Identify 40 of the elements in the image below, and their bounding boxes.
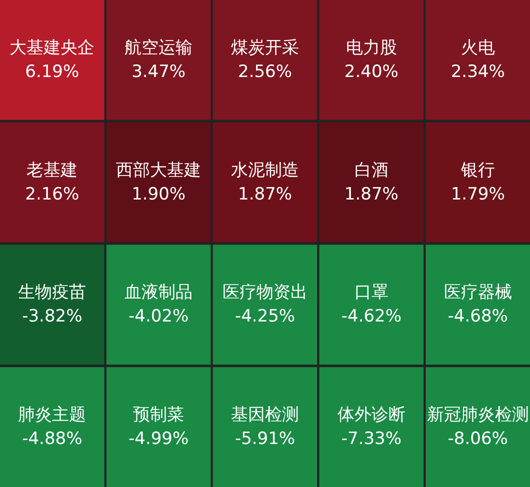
data-label: 2.40%	[344, 62, 398, 82]
data-label: -3.82%	[22, 306, 82, 327]
category-label: 口罩	[354, 282, 388, 303]
data-label: -4.68%	[448, 306, 508, 327]
data-label: 2.56%	[238, 62, 292, 82]
data-label: -4.62%	[341, 306, 402, 327]
category-label: 基因检测	[231, 405, 299, 426]
category-label: 肺炎主题	[18, 405, 86, 426]
category-label: 体外诊断	[337, 405, 406, 426]
data-label: 2.16%	[25, 184, 80, 204]
category-label: 火电	[460, 38, 495, 58]
data-label: -4.88%	[22, 429, 82, 450]
category-label: 大基建央企	[10, 38, 95, 58]
category-label: 医疗器械	[444, 282, 512, 303]
data-label: 1.87%	[238, 184, 292, 204]
data-label: 3.47%	[132, 62, 186, 82]
category-label: 电力股	[346, 38, 397, 58]
category-label: 生物疫苗	[18, 282, 86, 303]
data-label: -4.25%	[234, 306, 296, 327]
category-label: 煤炭开采	[231, 38, 299, 58]
category-label: 银行	[460, 160, 495, 180]
data-label: 1.90%	[132, 184, 186, 204]
category-label: 老基建	[26, 160, 78, 180]
data-label: -4.99%	[128, 429, 189, 450]
data-label: 2.34%	[450, 62, 505, 82]
data-label: -7.33%	[341, 429, 402, 450]
category-label: 预制菜	[133, 405, 184, 426]
category-label: 血液制品	[124, 282, 193, 303]
category-label: 水泥制造	[231, 160, 299, 180]
data-label: 1.79%	[450, 184, 505, 204]
category-label: 西部大基建	[116, 160, 202, 180]
category-label: 医疗物资出	[222, 282, 308, 303]
category-label: 航空运输	[124, 38, 193, 58]
data-label: -5.91%	[234, 429, 296, 450]
category-label: 新冠肺炎检测	[426, 405, 529, 426]
data-label: -8.06%	[448, 429, 508, 450]
data-label: -4.02%	[128, 306, 189, 327]
data-label: 6.19%	[25, 62, 80, 82]
data-label: 1.87%	[344, 184, 398, 204]
category-label: 白酒	[354, 160, 388, 180]
